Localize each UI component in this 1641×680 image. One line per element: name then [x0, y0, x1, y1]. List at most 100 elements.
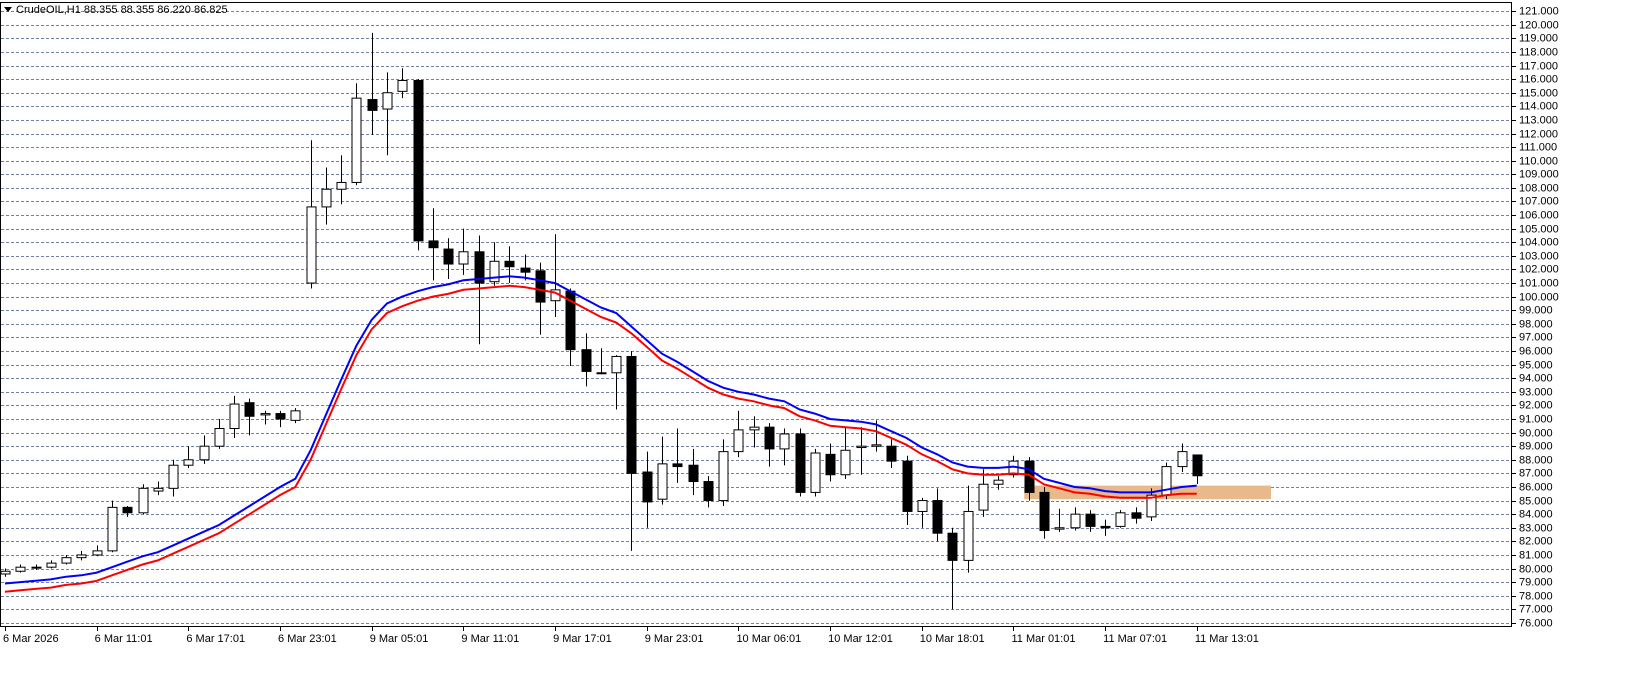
candle-body [0, 570, 11, 575]
candle-body [199, 445, 210, 461]
y-tick-label: 101.000 [1519, 277, 1559, 289]
candle-body [153, 487, 164, 492]
x-tick-label: 10 Mar 18:01 [920, 633, 985, 645]
candle-body [1085, 513, 1096, 527]
y-tick-label: 104.000 [1519, 236, 1559, 248]
x-tick-label: 9 Mar 05:01 [370, 633, 429, 645]
y-tick-label: 76.000 [1519, 617, 1553, 629]
candle-body [810, 452, 821, 493]
y-tick-label: 103.000 [1519, 250, 1559, 262]
moving-average [4, 275, 1197, 585]
candle-body [1024, 460, 1035, 493]
y-tick-label: 95.000 [1519, 359, 1553, 371]
y-tick-label: 78.000 [1519, 590, 1553, 602]
candle-body [947, 532, 958, 561]
y-tick-label: 111.000 [1519, 141, 1557, 153]
candle-body [963, 510, 974, 561]
y-tick-label: 77.000 [1519, 603, 1553, 615]
y-tick-label: 106.000 [1519, 209, 1559, 221]
candle-body [932, 500, 943, 534]
candle-body [657, 463, 668, 500]
y-tick-label: 80.000 [1519, 563, 1553, 575]
y-tick-label: 116.000 [1519, 73, 1558, 85]
candle-body [168, 464, 179, 489]
candle-body [733, 429, 744, 453]
candle-body [871, 444, 882, 447]
candle-body [413, 79, 424, 242]
candle-body [15, 566, 26, 572]
x-tick-label: 11 Mar 01:01 [1011, 633, 1075, 645]
y-tick-label: 86.000 [1519, 481, 1553, 493]
menu-triangle[interactable] [4, 7, 12, 12]
plot-frame [0, 2, 1512, 627]
candle-body [1039, 491, 1050, 531]
y-tick-label: 114.000 [1519, 100, 1558, 112]
candle-body [260, 413, 271, 416]
candle-body [458, 251, 469, 265]
candle-body [504, 260, 515, 268]
candle-body [825, 453, 836, 476]
candle-body [1100, 525, 1111, 529]
y-tick-label: 81.000 [1519, 549, 1553, 561]
x-tick-label: 6 Mar 2026 [3, 633, 59, 645]
candle-body [474, 251, 485, 284]
candle-body [138, 487, 149, 514]
candle-body [1192, 454, 1203, 477]
candle-body [229, 403, 240, 430]
candle-body [382, 92, 393, 110]
plot-layer [0, 11, 1512, 624]
candle-body [76, 554, 87, 559]
x-tick-label: 6 Mar 17:01 [186, 633, 245, 645]
candle-body [61, 557, 72, 564]
candle-body [749, 426, 760, 431]
y-tick-label: 96.000 [1519, 345, 1553, 357]
y-tick-label: 121.000 [1519, 5, 1559, 17]
y-tick-label: 97.000 [1519, 331, 1553, 343]
candle-body [764, 426, 775, 450]
candle-body [122, 506, 133, 514]
y-tick-label: 91.000 [1519, 413, 1553, 425]
candle-body [1177, 451, 1188, 468]
candle-body [428, 240, 439, 249]
candle-body [917, 500, 928, 512]
y-tick-label: 98.000 [1519, 318, 1553, 330]
candle-body [107, 506, 118, 552]
candle-body [275, 413, 286, 420]
candle-body [856, 445, 867, 449]
x-tick-label: 10 Mar 06:01 [736, 633, 801, 645]
x-tick-label: 9 Mar 23:01 [645, 633, 704, 645]
candle-body [367, 99, 378, 111]
y-tick-label: 85.000 [1519, 495, 1553, 507]
candle-body [993, 479, 1004, 485]
y-tick-label: 113.000 [1519, 114, 1558, 126]
candle-body [214, 428, 225, 447]
x-tick-label: 6 Mar 23:01 [278, 633, 337, 645]
y-tick-label: 120.000 [1519, 19, 1559, 31]
x-tick-label: 9 Mar 11:01 [461, 633, 519, 645]
y-tick-label: 90.000 [1519, 427, 1553, 439]
y-tick-label: 79.000 [1519, 576, 1553, 588]
candle-body [611, 355, 622, 374]
candle-body [535, 270, 546, 303]
candle-body [703, 481, 714, 502]
candle-body [718, 451, 729, 502]
y-tick-label: 87.000 [1519, 467, 1553, 479]
candle-body [779, 433, 790, 450]
y-tick-label: 117.000 [1519, 60, 1558, 72]
y-tick-label: 89.000 [1519, 440, 1553, 452]
candle-body [688, 464, 699, 483]
candle-body [183, 459, 194, 466]
candle-body [520, 267, 531, 273]
x-tick-label: 11 Mar 13:01 [1195, 633, 1259, 645]
y-tick-label: 83.000 [1519, 522, 1553, 534]
chart-title: CrudeOIL,H1 88.355 88.355 86.220 86.825 [16, 4, 228, 16]
candle-body [489, 260, 500, 283]
x-tick-label: 11 Mar 07:01 [1103, 633, 1167, 645]
x-tick-label: 6 Mar 11:01 [95, 633, 153, 645]
y-tick-label: 107.000 [1519, 195, 1559, 207]
x-tick-label: 9 Mar 17:01 [553, 633, 612, 645]
candle-body [351, 97, 362, 183]
